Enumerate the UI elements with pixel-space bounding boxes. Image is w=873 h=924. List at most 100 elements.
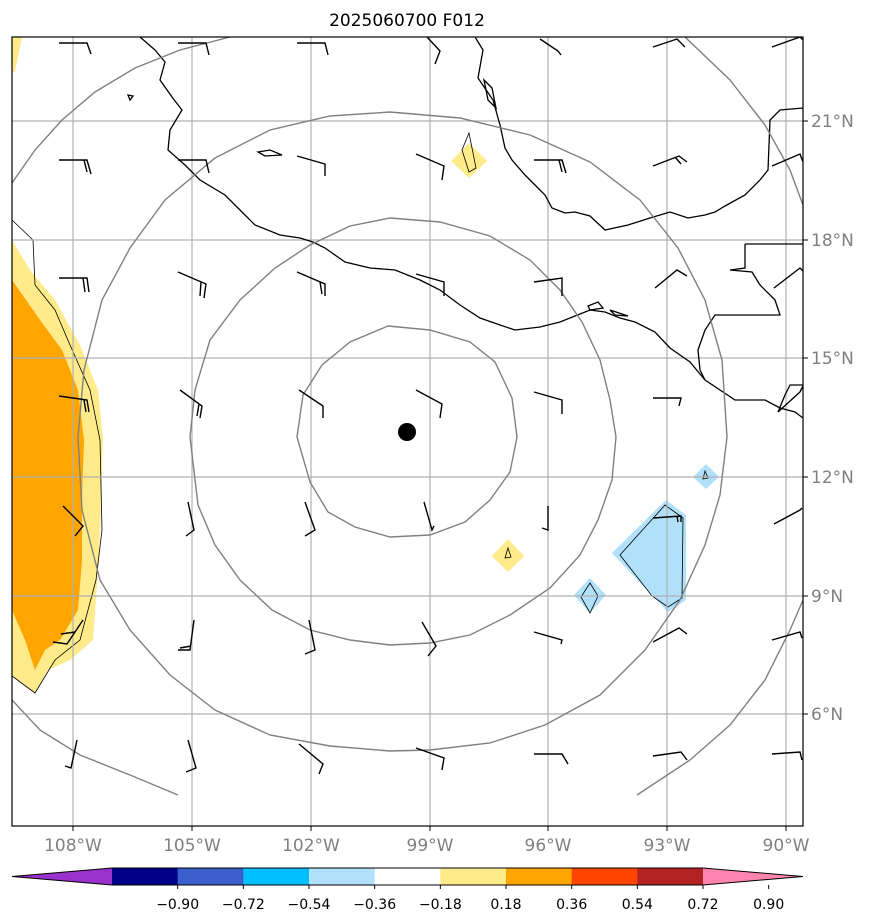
- barb: [298, 389, 324, 418]
- y-axis-labels: 21°N 18°N 15°N 12°N 9°N 6°N: [811, 112, 854, 725]
- tick-marks: [72, 120, 808, 831]
- colorbar-segment: [637, 868, 704, 885]
- colorbar-tick-label: 0.90: [753, 897, 784, 913]
- x-tick-label: 90°W: [763, 836, 810, 856]
- barb: [652, 515, 682, 523]
- colorbar-tick-label: 0.72: [687, 897, 718, 913]
- barb: [59, 42, 92, 55]
- x-tick-label: 99°W: [407, 836, 454, 856]
- barb: [185, 739, 197, 773]
- y-tick-label: 12°N: [811, 468, 854, 488]
- storm-center-dot: [398, 423, 416, 441]
- barb: [62, 505, 84, 537]
- barb: [539, 38, 562, 56]
- colorbar-tick-label: −0.36: [353, 897, 396, 913]
- shade-mid-diamond: [492, 539, 524, 572]
- colorbar-segment: [243, 868, 310, 885]
- colorbar: −0.90 −0.72 −0.54 −0.36 −0.18 0.18 0.36 0.54 0.7…: [11, 867, 804, 913]
- barb: [533, 277, 563, 296]
- x-tick-label: 105°W: [163, 836, 221, 856]
- colorbar-tick-label: 0.18: [490, 897, 521, 913]
- colorbar-tick-label: −0.90: [156, 897, 199, 913]
- barb: [59, 159, 92, 175]
- barb: [297, 42, 329, 56]
- colorbar-outline: [11, 867, 804, 886]
- shade-north-diamond: [451, 143, 487, 178]
- barb: [533, 391, 563, 414]
- colorbar-extend-max: [703, 868, 803, 885]
- colorbar-segment: [374, 868, 441, 885]
- barb: [298, 743, 324, 775]
- colorbar-tick-label: −0.54: [288, 897, 331, 913]
- x-axis-labels: 108°W 105°W 102°W 99°W 96°W 93°W 90°W: [44, 836, 810, 856]
- barb: [52, 619, 84, 645]
- barb: [652, 155, 688, 167]
- colorbar-tick-label: −0.72: [222, 897, 265, 913]
- barb: [421, 621, 437, 657]
- chart-title: 2025060700 F012: [329, 11, 485, 31]
- barb: [178, 42, 210, 56]
- gridlines: [12, 37, 803, 826]
- barb: [653, 397, 682, 407]
- y-tick-label: 15°N: [811, 349, 854, 369]
- barb: [654, 269, 688, 289]
- colorbar-segment: [112, 868, 179, 885]
- barb: [652, 627, 688, 643]
- colorbar-segment: [177, 868, 244, 885]
- barb: [304, 501, 316, 537]
- wind-barbs: [52, 37, 803, 775]
- barb: [179, 389, 203, 419]
- barb: [296, 271, 326, 296]
- barb: [773, 507, 803, 525]
- barb: [652, 38, 686, 48]
- y-tick-label: 18°N: [811, 231, 854, 251]
- y-tick-label: 6°N: [811, 705, 843, 725]
- barb: [771, 153, 803, 167]
- barb: [426, 37, 441, 65]
- barb: [415, 747, 445, 771]
- barb: [64, 739, 78, 769]
- barb: [534, 159, 567, 174]
- x-tick-label: 108°W: [44, 836, 102, 856]
- x-tick-label: 96°W: [525, 836, 572, 856]
- barb: [771, 631, 803, 641]
- barb: [296, 155, 326, 176]
- colorbar-tick-label: 0.54: [622, 897, 653, 913]
- coastlines: [126, 37, 803, 419]
- barb: [59, 277, 90, 293]
- x-tick-label: 93°W: [644, 836, 691, 856]
- barb: [771, 751, 803, 761]
- barb: [178, 159, 210, 174]
- barb: [415, 153, 445, 181]
- barb: [773, 267, 803, 289]
- colorbar-extend-min: [12, 868, 112, 885]
- barb: [415, 273, 445, 296]
- y-tick-label: 9°N: [811, 587, 843, 607]
- barb: [652, 751, 688, 761]
- barb: [423, 501, 435, 532]
- barb: [177, 271, 207, 299]
- y-tick-label: 21°N: [811, 112, 854, 132]
- map-frame: [11, 36, 804, 827]
- colorbar-segment: [440, 868, 507, 885]
- colorbar-segment: [571, 868, 638, 885]
- barb: [415, 389, 443, 419]
- barb: [58, 395, 90, 413]
- barb: [533, 631, 563, 645]
- shading-layer: [12, 37, 719, 694]
- colorbar-segment: [506, 868, 573, 885]
- range-rings: [12, 37, 803, 796]
- colorbar-tick-label: 0.36: [556, 897, 587, 913]
- shade-west-edge: [12, 37, 22, 72]
- barb: [534, 753, 569, 765]
- barb: [304, 619, 316, 655]
- barb: [178, 619, 195, 651]
- barb: [185, 501, 195, 537]
- map-area: [12, 37, 803, 826]
- shade-west-orange: [12, 280, 84, 670]
- colorbar-segment: [309, 868, 376, 885]
- x-tick-label: 102°W: [282, 836, 340, 856]
- colorbar-tick-label: −0.18: [419, 897, 462, 913]
- barb: [777, 384, 803, 413]
